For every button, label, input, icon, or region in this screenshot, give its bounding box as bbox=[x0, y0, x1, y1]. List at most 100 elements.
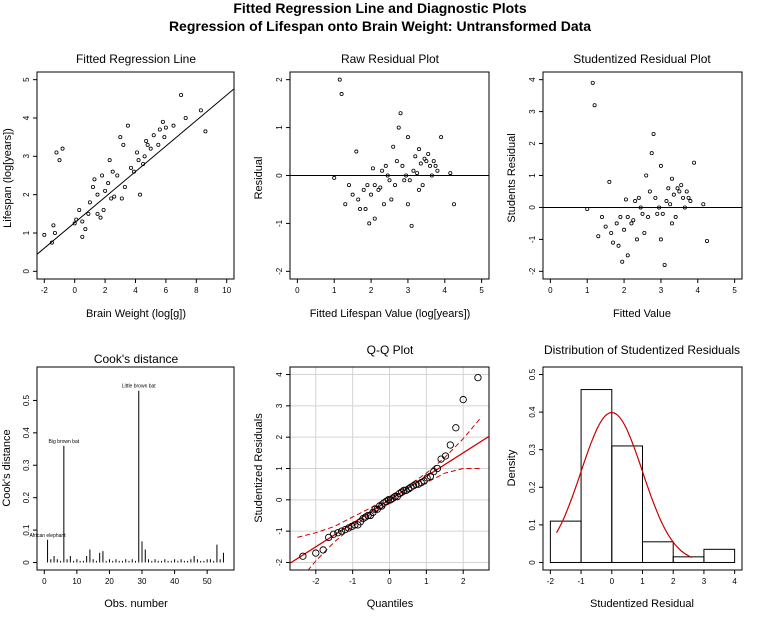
residual-point bbox=[675, 186, 680, 191]
residual-point bbox=[636, 195, 641, 200]
confidence-envelope-upper bbox=[297, 416, 482, 538]
residual-point bbox=[701, 202, 706, 207]
data-point bbox=[119, 196, 124, 201]
plot-frame bbox=[36, 71, 235, 280]
residual-point bbox=[411, 168, 416, 173]
x-tick-label: 10 bbox=[222, 286, 231, 295]
residual-point bbox=[677, 189, 682, 194]
histogram-bar bbox=[611, 445, 643, 563]
data-point bbox=[87, 200, 92, 205]
data-point bbox=[54, 150, 59, 155]
data-point bbox=[52, 230, 57, 235]
residual-point bbox=[343, 202, 348, 207]
x-tick-label: 4 bbox=[133, 286, 138, 295]
residual-point bbox=[431, 159, 436, 164]
x-axis-label: Quantiles bbox=[367, 598, 414, 610]
data-point bbox=[80, 234, 85, 239]
data-point bbox=[131, 169, 136, 174]
residual-point bbox=[376, 187, 381, 192]
y-tick-label: 1 bbox=[275, 466, 284, 471]
residual-point bbox=[385, 173, 390, 178]
residual-point bbox=[448, 171, 453, 176]
data-point bbox=[100, 173, 105, 178]
residual-point bbox=[415, 171, 420, 176]
data-point bbox=[128, 165, 133, 170]
y-tick-label: 0.4 bbox=[528, 406, 537, 418]
residual-point bbox=[633, 199, 638, 204]
residual-point bbox=[426, 151, 431, 156]
x-tick-label: 1 bbox=[332, 286, 337, 295]
data-point bbox=[110, 169, 115, 174]
data-point bbox=[136, 158, 141, 163]
data-point bbox=[103, 188, 108, 193]
y-tick-label: 0.2 bbox=[528, 481, 537, 493]
data-point bbox=[80, 219, 85, 224]
plot-frame bbox=[542, 71, 743, 280]
panel-title: Raw Residual Plot bbox=[341, 52, 440, 66]
y-tick-label: 0 bbox=[528, 560, 537, 565]
y-tick-label: 0.5 bbox=[528, 368, 537, 380]
residual-point bbox=[592, 103, 597, 108]
normal-density-curve bbox=[555, 411, 692, 558]
qq-point bbox=[341, 525, 349, 534]
qq-point bbox=[344, 524, 353, 532]
residual-point bbox=[381, 202, 386, 207]
data-point bbox=[57, 158, 62, 163]
x-axis-label: Brain Weight (log[g]) bbox=[86, 308, 186, 320]
x-tick-label: 1 bbox=[585, 286, 590, 295]
x-tick-label: -1 bbox=[578, 577, 586, 586]
residual-point bbox=[380, 168, 385, 173]
y-axis-label: Residual bbox=[253, 157, 265, 200]
qq-point bbox=[337, 527, 346, 535]
y-axis-label: Studentized Residuals bbox=[253, 413, 265, 523]
data-point bbox=[142, 154, 147, 159]
x-tick-label: -2 bbox=[547, 577, 555, 586]
y-tick-label: 5 bbox=[22, 77, 31, 82]
residual-point bbox=[673, 215, 678, 220]
residual-point bbox=[642, 230, 647, 235]
residual-histogram-panel: Distribution of Studentized Residuals St… bbox=[506, 343, 743, 610]
residual-point bbox=[607, 179, 612, 184]
y-tick-label: 1 bbox=[528, 173, 537, 178]
residual-point bbox=[634, 237, 639, 242]
y-axis-label: Density bbox=[506, 449, 518, 486]
qq-point bbox=[312, 549, 320, 557]
data-point bbox=[60, 146, 65, 151]
data-point bbox=[163, 125, 168, 130]
data-point bbox=[151, 133, 156, 138]
qq-point bbox=[382, 497, 390, 506]
residual-point bbox=[682, 205, 687, 210]
qq-point bbox=[446, 441, 454, 449]
x-tick-label: 2 bbox=[461, 577, 466, 586]
data-point bbox=[83, 227, 88, 232]
residual-point bbox=[367, 221, 372, 226]
panel-title: Q-Q Plot bbox=[367, 343, 414, 357]
x-tick-label: 30 bbox=[138, 577, 147, 586]
y-tick-label: 4 bbox=[22, 115, 31, 120]
figure-title-line1: Fitted Regression Line and Diagnostic Pl… bbox=[233, 0, 526, 16]
residual-point bbox=[398, 111, 403, 116]
residual-point bbox=[671, 192, 676, 197]
x-tick-label: -2 bbox=[312, 577, 320, 586]
data-point bbox=[198, 108, 203, 113]
qq-point bbox=[398, 488, 406, 496]
x-tick-label: -1 bbox=[349, 577, 357, 586]
confidence-envelope-lower bbox=[307, 468, 482, 570]
residual-point bbox=[389, 197, 394, 202]
y-tick-label: 0.5 bbox=[22, 394, 31, 406]
histogram-bar bbox=[672, 556, 705, 563]
y-tick-label: -1 bbox=[528, 235, 537, 243]
residual-point bbox=[396, 125, 401, 130]
residual-point bbox=[413, 154, 418, 159]
data-point bbox=[125, 123, 130, 128]
data-point bbox=[77, 207, 82, 212]
data-point bbox=[51, 223, 56, 228]
residual-point bbox=[599, 215, 604, 220]
residual-point bbox=[404, 173, 409, 178]
qq-point bbox=[423, 474, 431, 482]
y-tick-label: 0 bbox=[275, 497, 284, 502]
residual-point bbox=[451, 202, 456, 207]
data-point bbox=[74, 217, 79, 222]
residual-point bbox=[603, 224, 608, 229]
